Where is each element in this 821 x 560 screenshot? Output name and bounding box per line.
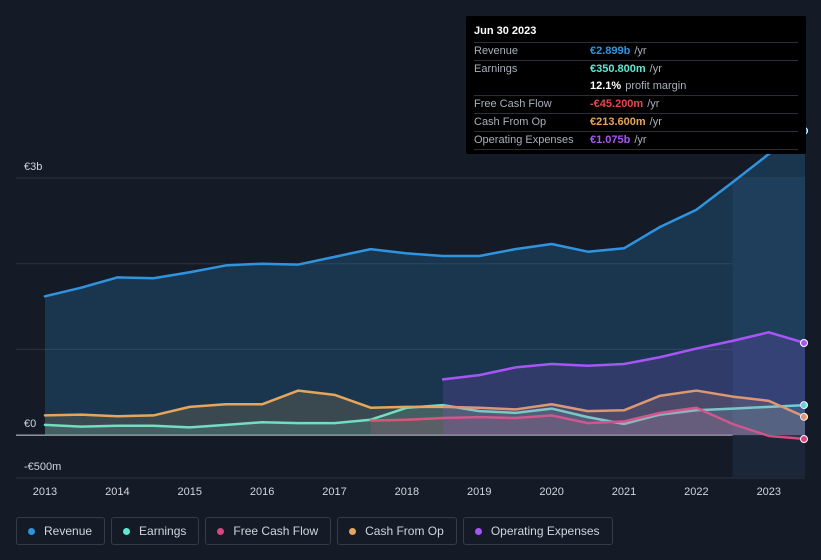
revenue-dot-icon	[28, 527, 35, 535]
tooltip-row-cash-from-op: Cash From Op €213.600m /yr	[474, 114, 798, 132]
operating-expenses-line	[441, 331, 807, 381]
tooltip-label: Free Cash Flow	[474, 98, 552, 110]
free-cash-flow-end-marker	[800, 435, 808, 444]
tooltip-unit: /yr	[647, 98, 660, 110]
tooltip-unit: /yr	[634, 134, 647, 146]
y-axis-label: €0	[24, 418, 36, 430]
axis-labels: €3b €0 -€500m 2013 2014 2015 2016 2017 2018 2019 2…	[24, 161, 781, 498]
earnings-end-marker	[800, 401, 808, 410]
legend-item-revenue[interactable]: Revenue	[16, 517, 106, 545]
tooltip-row-operating-expenses: Operating Expenses €1.075b /yr	[474, 132, 798, 150]
legend-label: Earnings	[139, 524, 187, 538]
revenue-area	[44, 130, 806, 436]
tooltip-unit: /yr	[634, 45, 647, 57]
tooltip-label: Revenue	[474, 45, 519, 57]
tooltip-value: 12.1%	[590, 80, 622, 92]
legend: Revenue Earnings Free Cash Flow Cash Fro…	[16, 517, 619, 545]
x-tick-label: 2021	[612, 486, 636, 498]
x-tick-label: 2016	[250, 486, 274, 498]
x-tick-label: 2019	[467, 486, 491, 498]
legend-item-earnings[interactable]: Earnings	[111, 517, 200, 545]
x-tick-label: 2022	[684, 486, 708, 498]
x-tick-label: 2015	[177, 486, 201, 498]
tooltip-value: €350.800m	[590, 63, 646, 75]
tooltip-row-profit-margin: 12.1% profit margin	[474, 78, 798, 96]
earnings-area	[44, 405, 806, 436]
x-tick-label: 2020	[539, 486, 563, 498]
tooltip-label	[474, 78, 590, 95]
x-tick-label: 2018	[395, 486, 419, 498]
x-tick-label: 2017	[322, 486, 346, 498]
cash-from-op-dot-icon	[349, 527, 357, 535]
tooltip-row-revenue: Revenue €2.899b /yr	[474, 43, 798, 61]
free-cash-flow-dot-icon	[217, 527, 225, 535]
cash-from-op-area	[44, 390, 806, 436]
tooltip-row-earnings: Earnings €350.800m /yr	[474, 61, 798, 78]
revenue-line	[43, 129, 807, 298]
operating-expenses-dot-icon	[474, 527, 482, 535]
data-tooltip: Jun 30 2023 Revenue €2.899b /yr Earnings…	[466, 16, 806, 154]
cash-from-op-end-marker	[800, 412, 808, 421]
legend-item-free-cash-flow[interactable]: Free Cash Flow	[205, 517, 332, 545]
free-cash-flow-line	[369, 406, 807, 441]
series-layer	[43, 126, 808, 444]
tooltip-label: Cash From Op	[474, 116, 547, 128]
tooltip-value: €1.075b	[590, 134, 631, 146]
tooltip-label: Earnings	[474, 63, 518, 75]
earnings-dot-icon	[123, 527, 131, 535]
legend-label: Free Cash Flow	[233, 524, 319, 538]
tooltip-value: €213.600m	[590, 116, 646, 128]
tooltip-unit: /yr	[649, 116, 662, 128]
tooltip-row-free-cash-flow: Free Cash Flow -€45.200m /yr	[474, 96, 798, 114]
cash-from-op-line	[43, 389, 807, 419]
operating-expenses-end-marker	[800, 339, 808, 347]
gridlines	[16, 177, 805, 479]
legend-label: Operating Expenses	[490, 524, 600, 538]
tooltip-value: €2.899b	[590, 45, 631, 57]
tooltip-label: Operating Expenses	[474, 134, 574, 146]
legend-item-cash-from-op[interactable]: Cash From Op	[337, 517, 457, 545]
tooltip-date: Jun 30 2023	[474, 24, 798, 43]
legend-label: Cash From Op	[365, 524, 444, 538]
tooltip-unit: profit margin	[625, 80, 687, 92]
y-axis-label: €3b	[24, 161, 42, 173]
legend-item-operating-expenses[interactable]: Operating Expenses	[462, 517, 613, 545]
tooltip-value: -€45.200m	[590, 98, 644, 110]
x-tick-label: 2014	[105, 486, 129, 498]
x-tick-label: 2013	[33, 486, 57, 498]
legend-label: Revenue	[44, 524, 93, 538]
tooltip-unit: /yr	[649, 63, 662, 75]
operating-expenses-area	[443, 332, 805, 436]
x-tick-label: 2023	[757, 486, 781, 498]
y-axis-label: -€500m	[24, 461, 61, 473]
